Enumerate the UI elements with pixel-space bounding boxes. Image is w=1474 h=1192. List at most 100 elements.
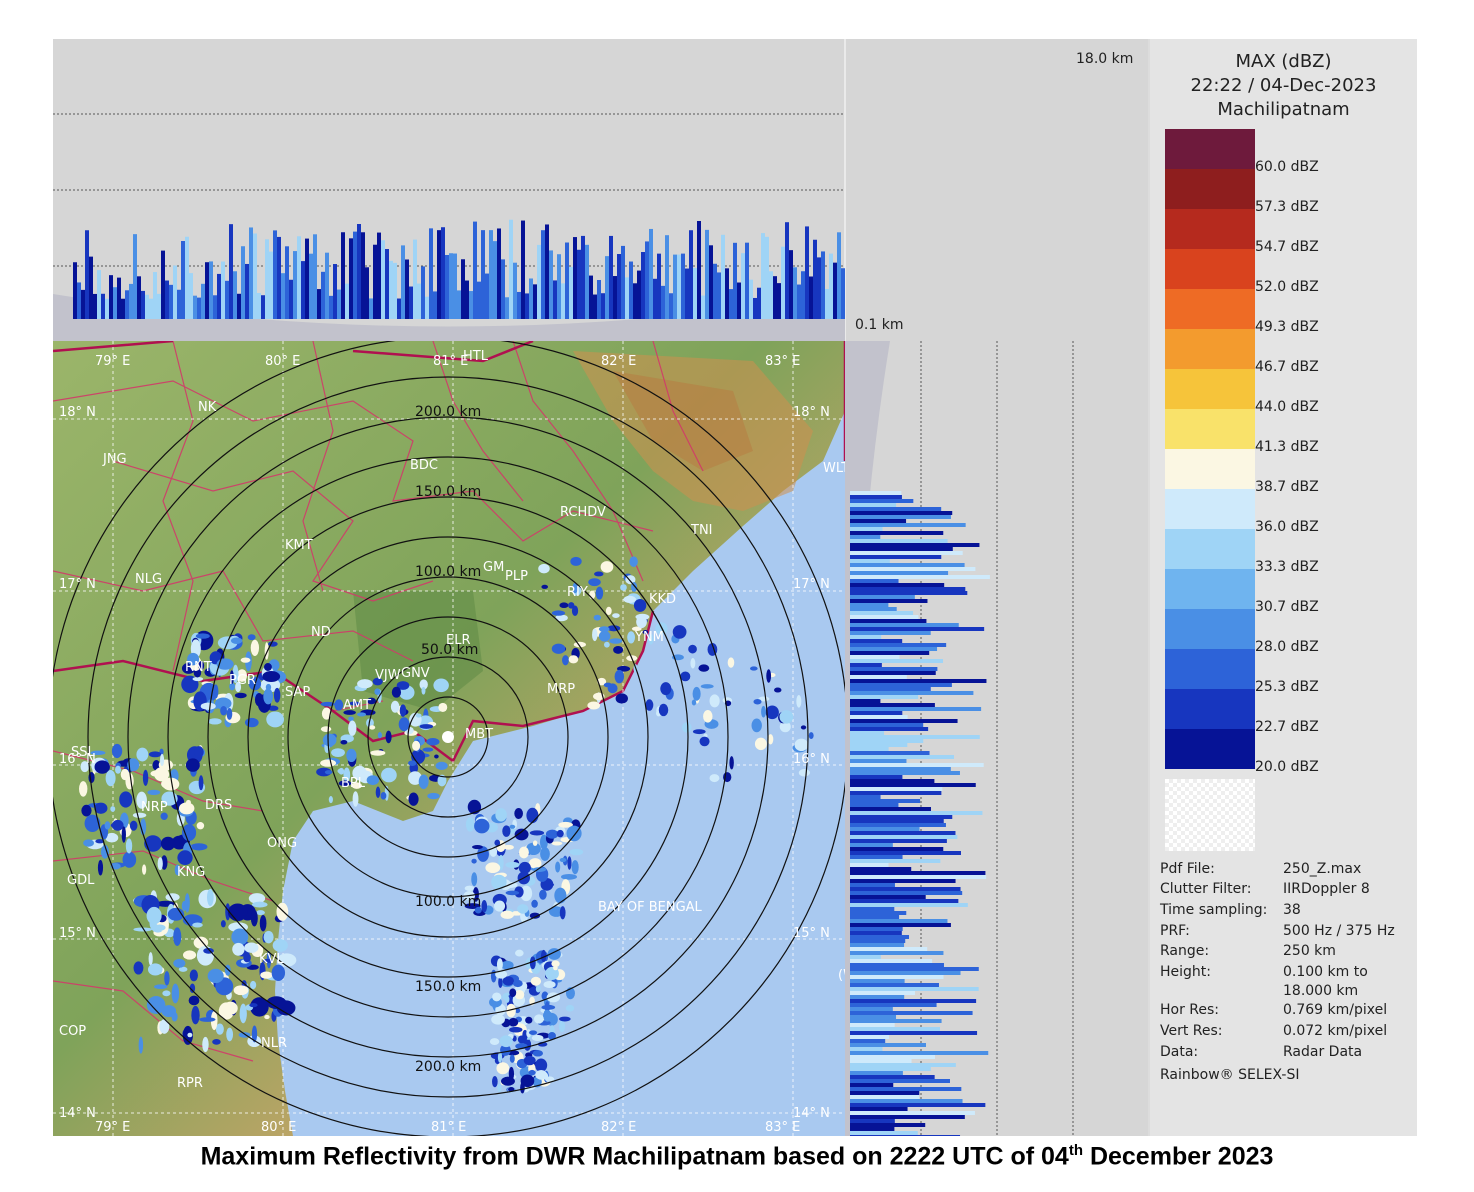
profile-row [850, 491, 902, 495]
echo-cell [421, 686, 426, 695]
echo-cell [592, 628, 598, 642]
echo-cell [709, 694, 720, 708]
echo-cell [571, 860, 579, 875]
profile-row [850, 927, 903, 931]
profile-column [837, 232, 841, 319]
echo-cell [528, 858, 542, 869]
profile-column [245, 263, 249, 319]
profile-row [850, 955, 881, 959]
north-south-height-profile: 18.0 km 0.1 km [53, 39, 1148, 341]
echo-cell [243, 953, 251, 963]
profile-row [850, 1043, 926, 1047]
echo-cell [509, 1026, 523, 1033]
profile-column [297, 236, 301, 319]
profile-column [445, 255, 449, 319]
echo-cell [248, 893, 266, 904]
profile-column [625, 277, 629, 319]
profile-column [469, 291, 473, 319]
profile-column [833, 262, 837, 319]
echo-cell [224, 964, 231, 976]
echo-cell [357, 679, 373, 689]
scale-tick-label: 38.7 dBZ [1255, 479, 1319, 495]
profile-row [850, 895, 926, 899]
scale-tick-label: 30.7 dBZ [1255, 599, 1319, 615]
echo-cell [559, 1016, 571, 1022]
profile-column [709, 245, 713, 319]
echo-cell [492, 1076, 498, 1088]
echo-cell [173, 958, 186, 968]
lon-label-81-bottom: 81° E [431, 1120, 466, 1135]
echo-cell [185, 758, 200, 772]
profile-column [589, 275, 593, 319]
profile-column [405, 259, 409, 319]
echo-cell [324, 770, 333, 775]
profile-row [850, 1095, 920, 1099]
profile-column [793, 267, 797, 319]
echo-cell [136, 791, 147, 809]
place-label: HTL [463, 349, 489, 364]
profile-column [705, 229, 709, 319]
place-label: WLT [823, 461, 845, 476]
place-label: ONG [267, 836, 297, 851]
profile-row [850, 739, 924, 743]
echo-cell [603, 641, 610, 648]
echo-cell [501, 1076, 515, 1086]
profile-row [850, 911, 907, 915]
echo-cell [509, 988, 517, 998]
profile-column [389, 260, 393, 319]
scale-tick-label: 36.0 dBZ [1255, 519, 1319, 535]
echo-cell [559, 857, 567, 863]
profile-column [509, 219, 513, 319]
echo-cell [512, 979, 523, 988]
profile-row [850, 703, 935, 707]
echo-cell [100, 844, 110, 859]
profile-column [593, 294, 597, 319]
echo-cell [766, 669, 772, 683]
place-label: SSL [71, 745, 96, 760]
echo-cell [120, 768, 130, 781]
echo-cell [321, 707, 332, 720]
echo-cell [558, 1020, 566, 1033]
profile-row [850, 583, 945, 587]
echo-cell [749, 666, 758, 671]
echo-cell [119, 791, 133, 808]
echo-cell [600, 561, 614, 573]
profile-column [617, 254, 621, 319]
profile-column [265, 239, 269, 319]
profile-column [533, 284, 537, 319]
profile-column [553, 280, 557, 319]
metadata-key: PRF: [1160, 923, 1190, 939]
radar-map[interactable]: 100.0 km 150.0 km 200.0 km 50.0 km 100.0… [53, 341, 845, 1136]
echo-cell [198, 775, 204, 791]
profile-column [157, 293, 161, 319]
profile-row [850, 755, 955, 759]
echo-cell [408, 760, 417, 766]
profile-row [850, 515, 951, 519]
profile-row [850, 815, 953, 819]
profile-row [850, 831, 956, 835]
echo-cell [551, 643, 566, 654]
profile-column [253, 233, 257, 319]
place-label: NLR [261, 1036, 287, 1051]
echo-cell [529, 956, 536, 970]
echo-cell [381, 767, 397, 783]
profile-row [850, 843, 893, 847]
echo-cell [111, 743, 123, 759]
echo-cell [351, 782, 362, 789]
profile-column [169, 284, 173, 319]
echo-cell [171, 1011, 178, 1022]
echo-cell [514, 990, 525, 1000]
echo-cell [125, 838, 133, 854]
echo-cell [615, 693, 628, 704]
legend-panel: MAX (dBZ) 22:22 / 04-Dec-2023 Machilipat… [1150, 39, 1417, 1136]
profile-row [850, 531, 944, 535]
profile-row [850, 731, 885, 735]
profile-row [850, 623, 959, 627]
profile-column [633, 283, 637, 319]
profile-column [165, 280, 169, 319]
profile-row [850, 851, 961, 855]
scale-swatch [1165, 689, 1255, 729]
scale-tick-label: 54.7 dBZ [1255, 239, 1319, 255]
profile-row [850, 803, 899, 807]
place-label: PLP [505, 569, 528, 584]
